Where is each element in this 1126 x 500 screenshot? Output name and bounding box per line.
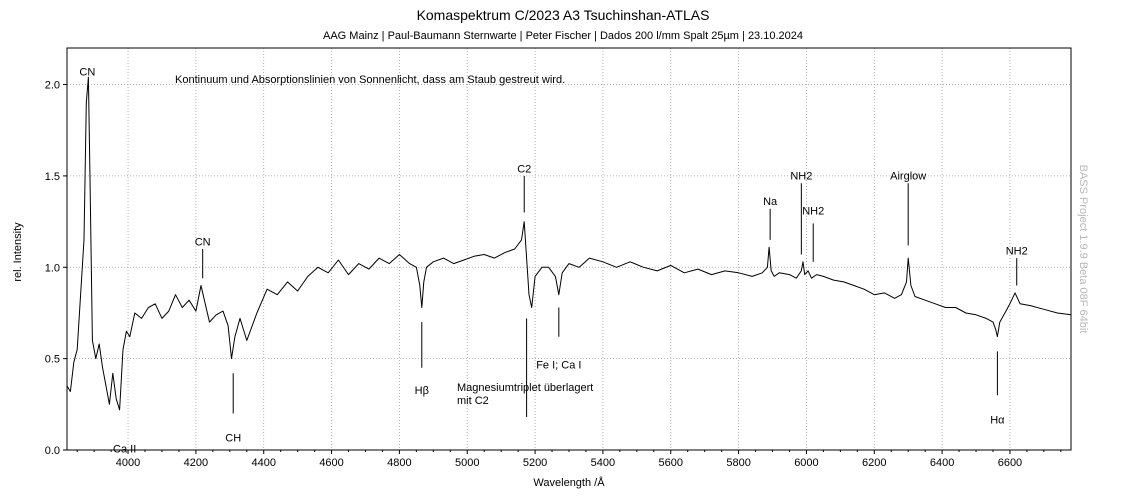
x-tick-label: 6400 [930, 457, 954, 469]
chart-subtitle: AAG Mainz | Paul-Baumann Sternwarte | Pe… [323, 30, 803, 42]
x-tick-label: 6200 [862, 457, 886, 469]
series-layer [66, 76, 1072, 411]
spectrum-line [66, 76, 1072, 411]
x-tick-label: 5800 [726, 457, 750, 469]
x-tick-label: 5400 [591, 457, 615, 469]
x-axis-label: Wavelength /Å [533, 476, 605, 489]
annotation-label: mit C2 [457, 395, 489, 407]
y-axis-label: rel. Intensity [12, 222, 24, 282]
annotation-label: NH2 [802, 205, 824, 217]
x-tick-label: 5200 [523, 457, 547, 469]
annotation-label: Hβ [415, 385, 429, 397]
x-tick-label: 5600 [659, 457, 683, 469]
x-tick-label: 4000 [116, 457, 140, 469]
annotation-label: NH2 [790, 171, 812, 183]
line-annotations: CN CN CH Ca II Hβ C2 Fe I; Ca I Na NH2 NH2 Airglow… [79, 66, 1027, 455]
annotation-label: NH2 [1006, 245, 1028, 257]
y-tick-label: 0.0 [45, 445, 60, 457]
software-watermark: BASS Project 1.9.9 Beta 08F 64bit [1077, 165, 1089, 334]
chart-title: Komaspektrum C/2023 A3 Tsuchinshan-ATLAS [417, 7, 710, 23]
annotation-label: Airglow [890, 171, 926, 183]
x-tick-label: 4400 [251, 457, 275, 469]
axis-ticks: 4000 4200 4400 4600 4800 5000 5200 5400 5600 5800… [45, 80, 1062, 469]
annotation-label: Magnesiumtriplet überlagert [457, 382, 593, 394]
annotation-label: CN [195, 236, 211, 248]
annotation-label: CH [225, 433, 241, 445]
annotation-label: Na [763, 196, 778, 208]
annotation-label: CN [79, 66, 95, 78]
x-tick-label: 4200 [184, 457, 208, 469]
grid [67, 48, 1071, 450]
annotation-label: Fe I; Ca I [536, 360, 581, 372]
y-tick-label: 1.5 [45, 171, 60, 183]
annotation-label: Hα [990, 414, 1005, 426]
chart-annotation-note: Kontinuum und Absorptionslinien von Sonn… [175, 74, 565, 86]
x-tick-label: 5000 [455, 457, 479, 469]
y-tick-label: 2.0 [45, 80, 60, 92]
x-tick-label: 4800 [387, 457, 411, 469]
y-tick-label: 1.0 [45, 262, 60, 274]
y-tick-label: 0.5 [45, 354, 60, 366]
x-tick-label: 6000 [794, 457, 818, 469]
x-tick-label: 4600 [319, 457, 343, 469]
annotation-label: C2 [517, 163, 531, 175]
x-tick-label: 6600 [998, 457, 1022, 469]
annotation-label: Ca II [113, 444, 136, 456]
